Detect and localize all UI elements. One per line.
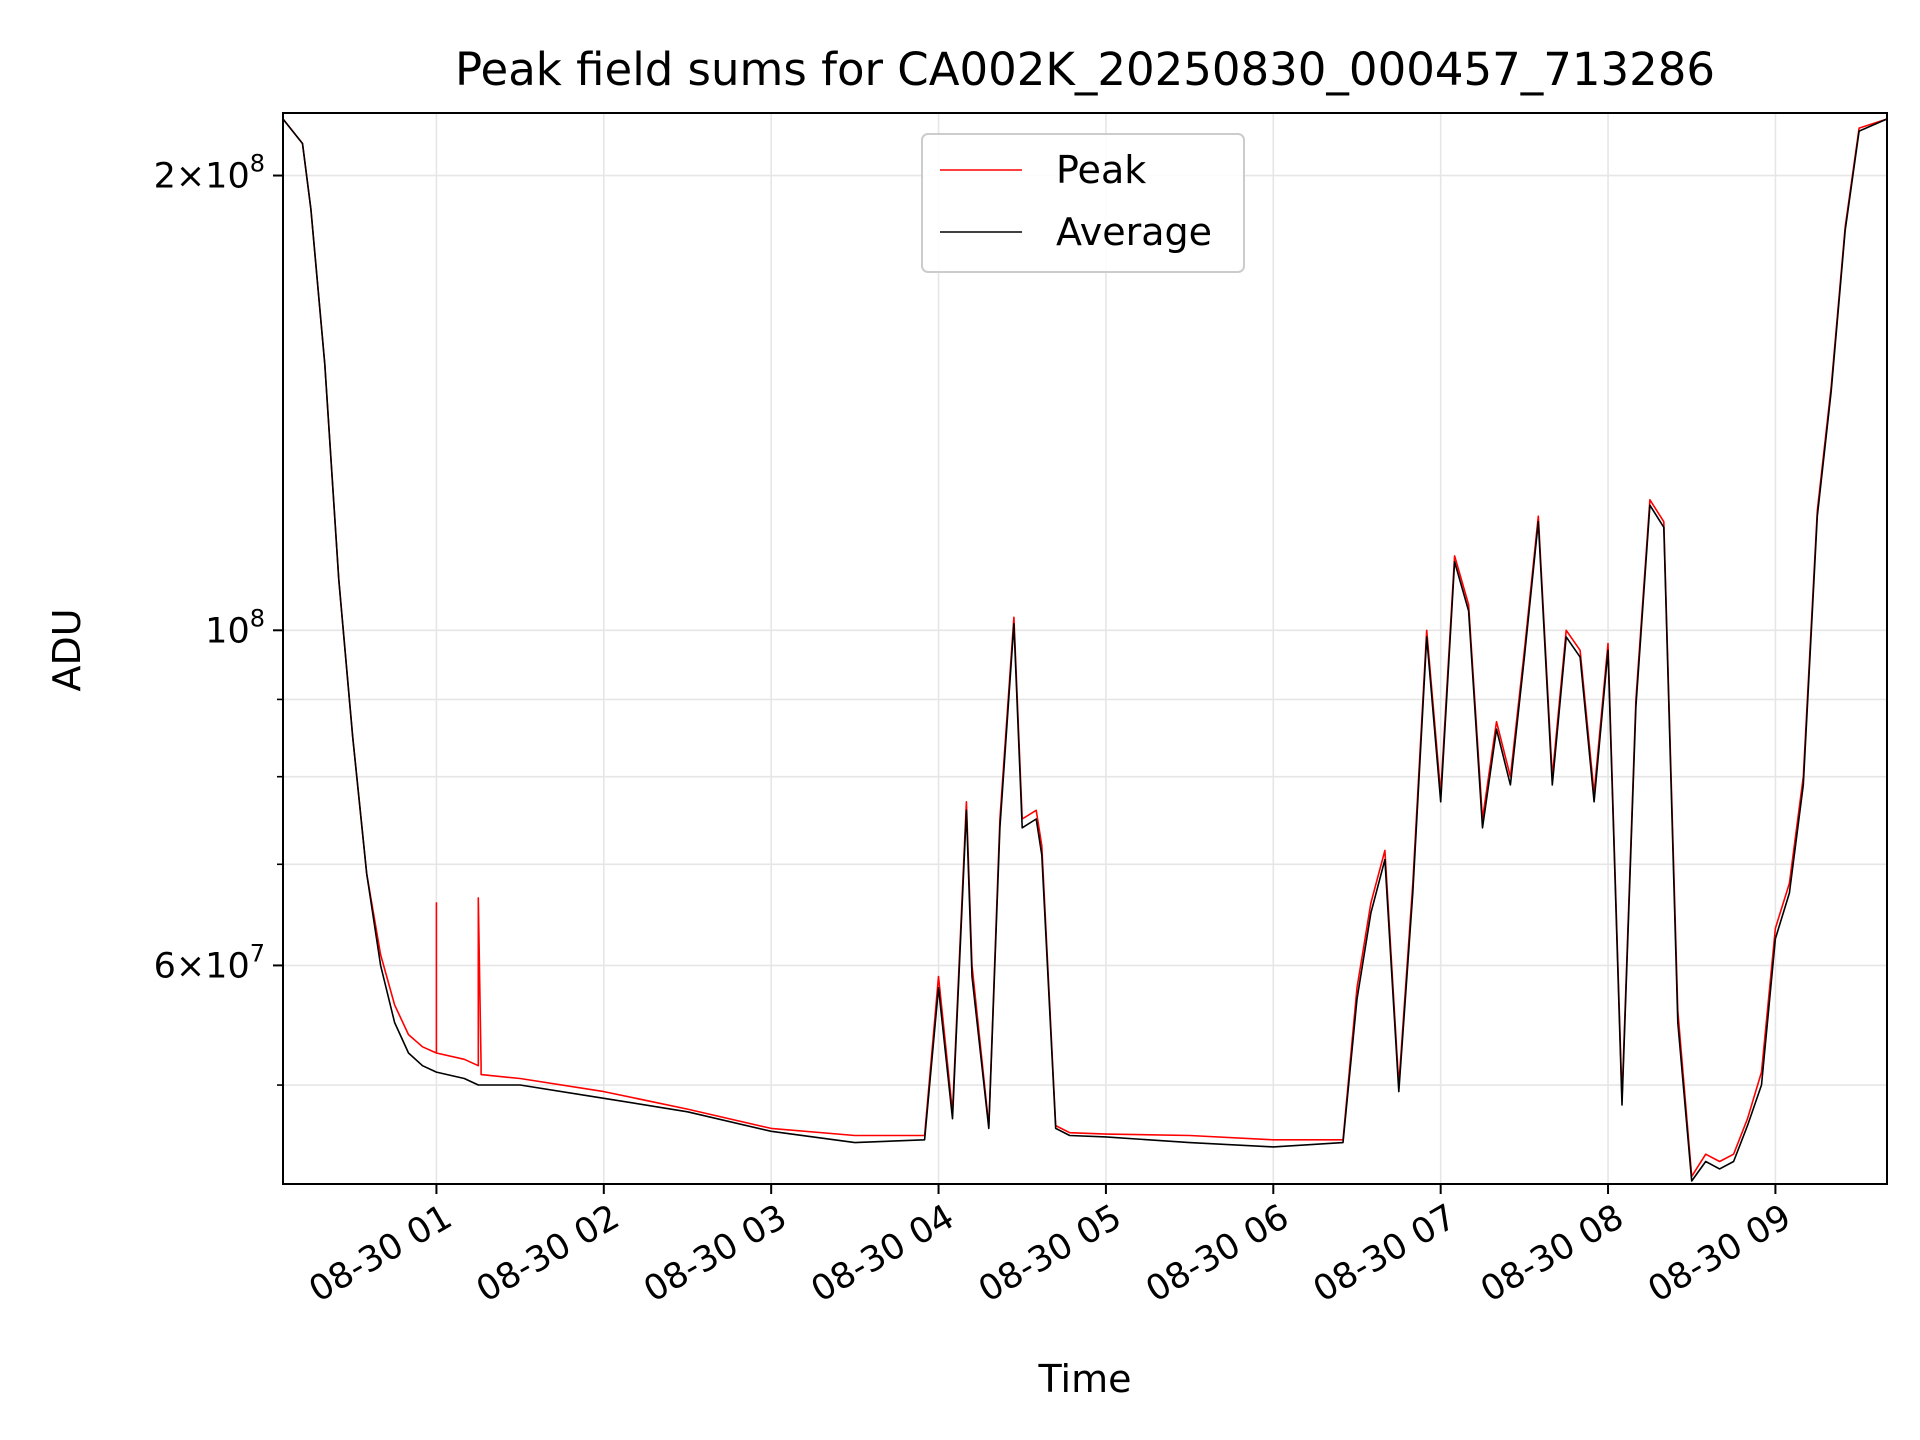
x-axis-label: Time [1038,1357,1132,1401]
legend-label-average: Average [1056,210,1212,254]
y-axis-ticks: 6×107 108 2×108 [154,150,283,1086]
y-axis-label: ADU [45,608,89,691]
grid-lines [283,113,1887,1184]
legend-label-peak: Peak [1056,148,1146,192]
legend-frame [921,133,1245,273]
series-layer [282,118,1888,1182]
legend: Peak Average [921,133,1245,273]
series-line-average [282,118,1888,1182]
y-tick-label: 108 [205,604,265,651]
y-tick-label: 2×108 [154,150,265,197]
plot-area-frame [282,112,1888,1185]
chart-title: Peak field sums for CA002K_20250830_0004… [455,43,1715,96]
y-tick-label: 6×107 [154,939,265,986]
